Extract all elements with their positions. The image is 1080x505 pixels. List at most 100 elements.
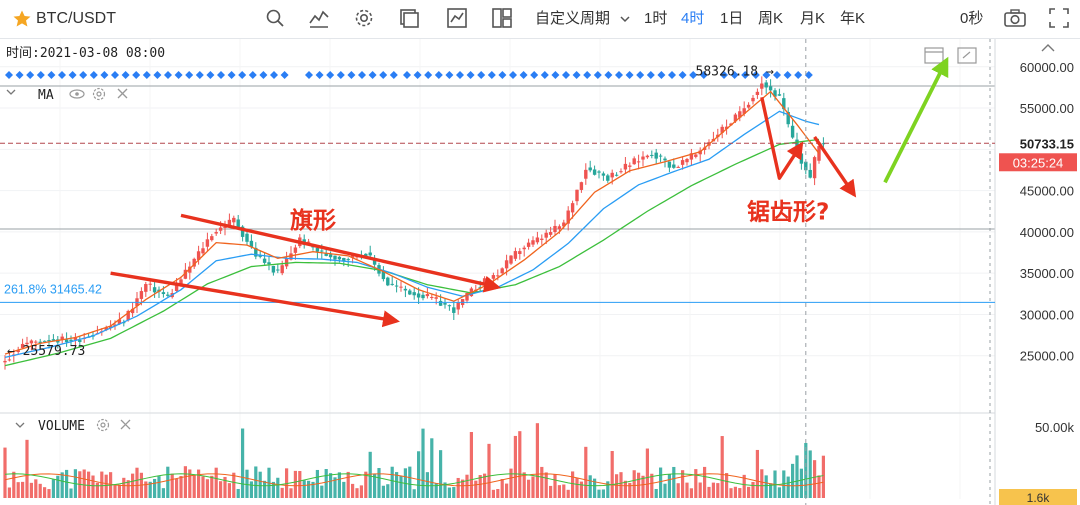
candlestick bbox=[579, 181, 584, 193]
layout-icon[interactable] bbox=[491, 7, 513, 29]
interval-week[interactable]: 周K bbox=[758, 10, 784, 27]
volume-indicator-label: VOLUME bbox=[38, 419, 85, 434]
volume-bar bbox=[760, 469, 764, 498]
volume-bar bbox=[527, 479, 531, 498]
settings-gear-icon[interactable] bbox=[353, 7, 375, 29]
volume-bar bbox=[606, 481, 610, 498]
volume-settings-icon[interactable] bbox=[96, 418, 110, 432]
candlestick bbox=[654, 148, 658, 165]
volume-bar bbox=[395, 472, 399, 498]
volume-bar bbox=[65, 469, 69, 498]
favorite-star-icon[interactable] bbox=[12, 9, 32, 29]
volume-bar bbox=[373, 474, 377, 498]
fullscreen-icon[interactable] bbox=[1048, 7, 1070, 29]
camera-icon[interactable] bbox=[1003, 7, 1027, 29]
candle-body bbox=[760, 83, 764, 89]
candle-body bbox=[544, 232, 548, 238]
settings-icon[interactable] bbox=[92, 87, 106, 101]
candlestick bbox=[144, 281, 148, 297]
event-marker-diamond bbox=[668, 71, 676, 79]
volume-bar bbox=[628, 482, 632, 498]
volume-bar bbox=[258, 471, 262, 498]
symbol-name[interactable]: BTC/USDT bbox=[36, 10, 116, 27]
candle-body bbox=[394, 285, 399, 287]
volume-bar bbox=[351, 483, 355, 498]
candle-body bbox=[148, 283, 152, 285]
volume-collapse-chevron-icon[interactable] bbox=[15, 422, 25, 428]
volume-bar bbox=[276, 477, 280, 498]
search-icon[interactable] bbox=[264, 7, 286, 29]
volume-bar bbox=[342, 481, 346, 498]
price-chart[interactable]: 时间:2021-03-08 08:00 MA 261.8% 31465.42 58… bbox=[0, 39, 1080, 505]
candle-body bbox=[548, 232, 553, 235]
candle-body bbox=[284, 258, 289, 267]
interval-year[interactable]: 年K bbox=[840, 10, 866, 27]
candle-body bbox=[20, 343, 25, 349]
volume-bar bbox=[817, 475, 821, 498]
volume-bar bbox=[232, 472, 236, 498]
candle-body bbox=[69, 339, 73, 341]
indicator-icon[interactable] bbox=[308, 7, 330, 29]
chart-type-icon[interactable] bbox=[446, 7, 468, 29]
event-marker-diamond bbox=[720, 71, 728, 79]
volume-bar bbox=[650, 473, 654, 498]
volume-bar bbox=[329, 473, 333, 498]
high-price-label: 58326.18 → bbox=[696, 65, 774, 80]
custom-period-dropdown[interactable]: 自定义周期 bbox=[535, 10, 611, 27]
volume-bar bbox=[7, 487, 11, 498]
interval-1d[interactable]: 1日 bbox=[720, 10, 744, 27]
price-tick-label: 35000.00 bbox=[1020, 266, 1074, 281]
interval-4h-active[interactable]: 4时 bbox=[681, 10, 705, 27]
candle-body bbox=[51, 339, 56, 341]
candle-body bbox=[183, 269, 188, 279]
volume-bar bbox=[29, 482, 33, 498]
volume-bar bbox=[100, 471, 104, 498]
candle-body bbox=[25, 342, 29, 345]
event-marker-diamond bbox=[593, 71, 602, 79]
candle-body bbox=[465, 293, 469, 301]
volume-bar bbox=[474, 480, 478, 498]
event-marker-diamond bbox=[604, 71, 613, 79]
candle-body bbox=[214, 232, 218, 234]
expand-icon[interactable] bbox=[957, 47, 977, 64]
volume-bar bbox=[183, 466, 187, 498]
candle-body bbox=[144, 284, 148, 292]
price-tick-label: 45000.00 bbox=[1020, 184, 1074, 199]
interval-1h[interactable]: 1时 bbox=[644, 10, 668, 27]
volume-bar bbox=[689, 488, 693, 498]
price-tick-label: 55000.00 bbox=[1020, 101, 1074, 116]
candlestick bbox=[399, 281, 403, 292]
candle-body bbox=[258, 255, 262, 257]
collapse-chevron-icon[interactable] bbox=[6, 89, 16, 95]
template-icon[interactable] bbox=[398, 7, 420, 29]
candle-body bbox=[210, 236, 214, 241]
candle-body bbox=[535, 237, 540, 243]
volume-bar bbox=[34, 479, 38, 498]
candle-body bbox=[166, 294, 170, 296]
volume-bar bbox=[421, 428, 425, 498]
annotation-label: 旗形 bbox=[290, 207, 336, 234]
volume-bar bbox=[311, 481, 315, 498]
volume-bar bbox=[364, 471, 368, 498]
scroll-up-chevron-icon[interactable] bbox=[1041, 44, 1055, 52]
volume-bar bbox=[104, 474, 108, 498]
interval-month[interactable]: 月K bbox=[800, 10, 826, 27]
eye-icon[interactable] bbox=[69, 89, 85, 99]
volume-last-tag: 1.6k bbox=[1027, 491, 1051, 505]
volume-bar bbox=[738, 488, 742, 498]
candle-body bbox=[491, 275, 496, 279]
volume-bar bbox=[799, 468, 803, 498]
event-marker-diamond bbox=[678, 71, 687, 79]
calendar-icon[interactable] bbox=[924, 47, 944, 64]
chevron-down-icon[interactable] bbox=[619, 13, 631, 25]
candle-body bbox=[267, 262, 271, 265]
candle-body bbox=[403, 288, 408, 291]
close-icon[interactable] bbox=[117, 88, 128, 99]
volume-bar bbox=[117, 484, 121, 498]
volume-bar bbox=[720, 436, 724, 498]
candlestick bbox=[672, 158, 676, 169]
candle-body bbox=[553, 225, 557, 233]
volume-bar bbox=[549, 485, 553, 498]
volume-close-icon[interactable] bbox=[120, 419, 131, 430]
candlestick bbox=[29, 339, 34, 351]
